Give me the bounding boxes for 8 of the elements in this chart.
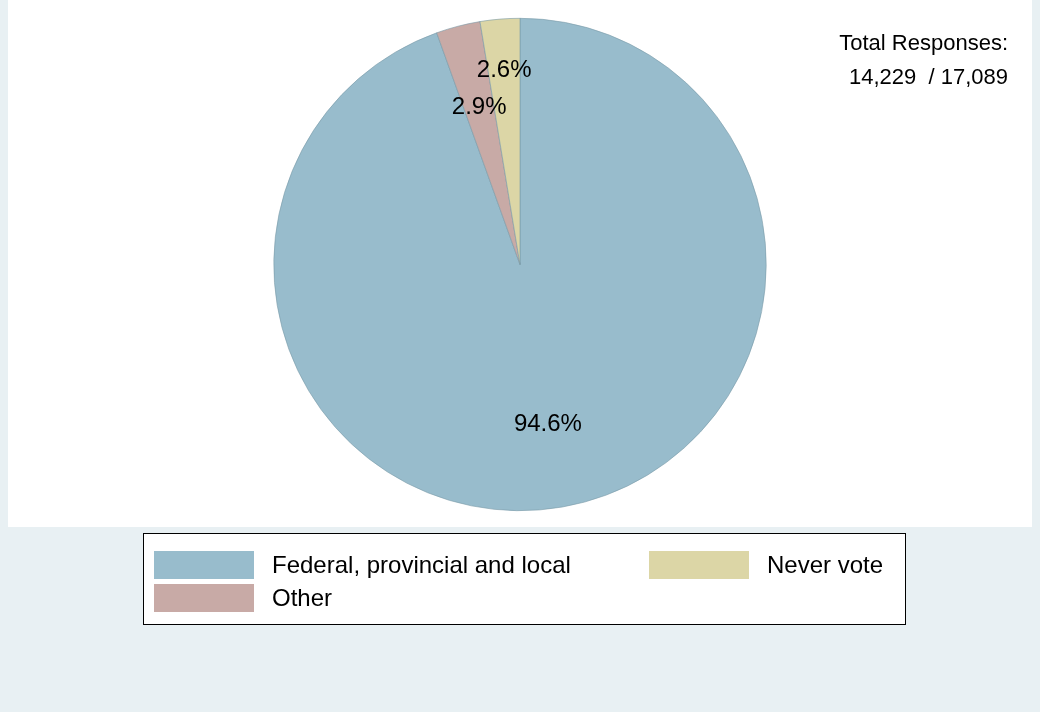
legend-label: Other [272,583,333,612]
text: 14,229 / 17,089 [848,64,1008,90]
data-label: 2.9% [451,91,507,119]
text: Total Responses: [839,30,1008,56]
legend-label: Never vote [767,550,884,579]
data-label: 2.6% [476,55,532,83]
data-label: 94.6% [513,409,582,437]
legend-label: Federal, provincial and local [272,550,571,579]
